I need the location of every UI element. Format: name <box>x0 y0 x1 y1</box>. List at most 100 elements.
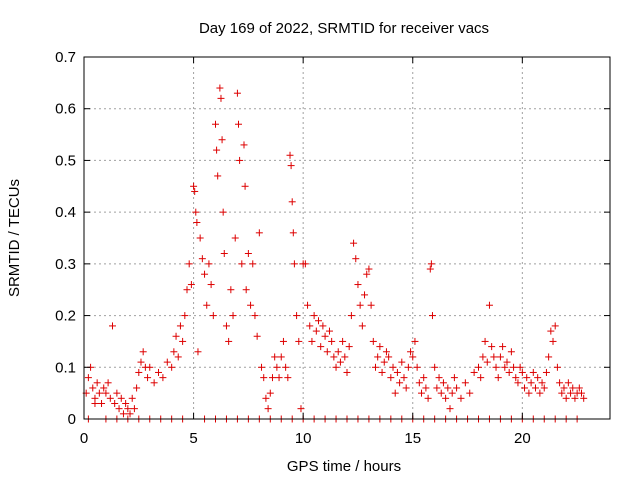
data-point <box>427 260 435 268</box>
data-point <box>505 368 513 376</box>
data-point <box>308 337 316 345</box>
data-point <box>241 182 249 190</box>
data-point <box>194 348 202 356</box>
data-point <box>407 348 415 356</box>
data-point <box>402 384 410 392</box>
data-point <box>321 332 329 340</box>
data-point <box>236 156 244 164</box>
grid-lines <box>84 57 610 419</box>
data-point <box>562 394 570 402</box>
data-point <box>205 260 213 268</box>
data-point <box>288 198 296 206</box>
data-point <box>516 363 524 371</box>
data-point <box>382 348 390 356</box>
data-point <box>398 358 406 366</box>
data-point <box>571 394 579 402</box>
data-point <box>518 368 526 376</box>
data-point <box>378 368 386 376</box>
data-point <box>422 384 430 392</box>
data-point <box>365 265 373 273</box>
data-point <box>179 337 187 345</box>
data-point <box>358 322 366 330</box>
data-point <box>306 322 314 330</box>
data-point <box>220 250 228 258</box>
data-point <box>117 394 125 402</box>
data-point <box>192 208 200 216</box>
data-point <box>466 389 474 397</box>
data-point <box>219 208 227 216</box>
data-point <box>218 136 226 144</box>
data-point <box>551 322 559 330</box>
data-point <box>442 394 450 402</box>
data-point <box>547 327 555 335</box>
data-point <box>229 312 237 320</box>
data-point <box>424 394 432 402</box>
data-point <box>290 260 298 268</box>
data-point <box>413 363 421 371</box>
data-point <box>420 374 428 382</box>
y-tick-label: 0.2 <box>55 308 76 325</box>
data-point <box>124 405 132 413</box>
data-point <box>556 379 564 387</box>
data-point <box>521 384 529 392</box>
data-point <box>376 343 384 351</box>
data-point <box>289 229 297 237</box>
data-point <box>222 322 230 330</box>
data-point <box>231 234 239 242</box>
data-point <box>139 348 147 356</box>
data-point <box>95 389 103 397</box>
data-point <box>428 312 436 320</box>
data-point <box>549 337 557 345</box>
data-point <box>494 374 502 382</box>
data-point <box>525 389 533 397</box>
plot-frame <box>83 56 611 420</box>
data-point <box>146 363 154 371</box>
data-point <box>304 301 312 309</box>
data-point <box>393 368 401 376</box>
data-point <box>150 379 158 387</box>
data-point <box>510 363 518 371</box>
data-point <box>203 301 211 309</box>
data-point <box>235 120 243 128</box>
y-tick-label: 0.3 <box>55 256 76 273</box>
data-point <box>450 374 458 382</box>
data-point <box>363 270 371 278</box>
data-point <box>503 358 511 366</box>
data-point <box>155 368 163 376</box>
data-point <box>345 343 353 351</box>
data-point <box>507 348 515 356</box>
data-point <box>201 270 209 278</box>
data-point <box>198 255 206 263</box>
data-point <box>122 399 130 407</box>
data-point <box>477 374 485 382</box>
data-point <box>255 229 263 237</box>
data-point <box>538 379 546 387</box>
data-point <box>301 260 309 268</box>
data-point <box>523 374 531 382</box>
data-point <box>98 399 106 407</box>
data-point <box>185 260 193 268</box>
data-point <box>113 389 121 397</box>
axis-ticks: 0 0.1 0.2 0.3 0.4 0.5 0.6 0.7 0 5 10 15 20 <box>55 49 610 447</box>
data-point <box>249 260 257 268</box>
y-tick-label: 0.1 <box>55 359 76 376</box>
data-point <box>238 260 246 268</box>
data-point <box>233 89 241 97</box>
data-point <box>578 389 586 397</box>
data-point <box>531 384 539 392</box>
data-point <box>128 394 136 402</box>
data-point <box>111 399 119 407</box>
x-axis-title: GPS time / hours <box>287 458 401 475</box>
data-point <box>268 374 276 382</box>
data-point <box>284 374 292 382</box>
data-point <box>485 301 493 309</box>
data-point <box>262 394 270 402</box>
data-point <box>213 146 221 154</box>
y-tick-label: 0.5 <box>55 152 76 169</box>
data-point <box>512 374 520 382</box>
y-tick-label: 0.7 <box>55 49 76 66</box>
data-point <box>339 337 347 345</box>
data-point <box>367 301 375 309</box>
